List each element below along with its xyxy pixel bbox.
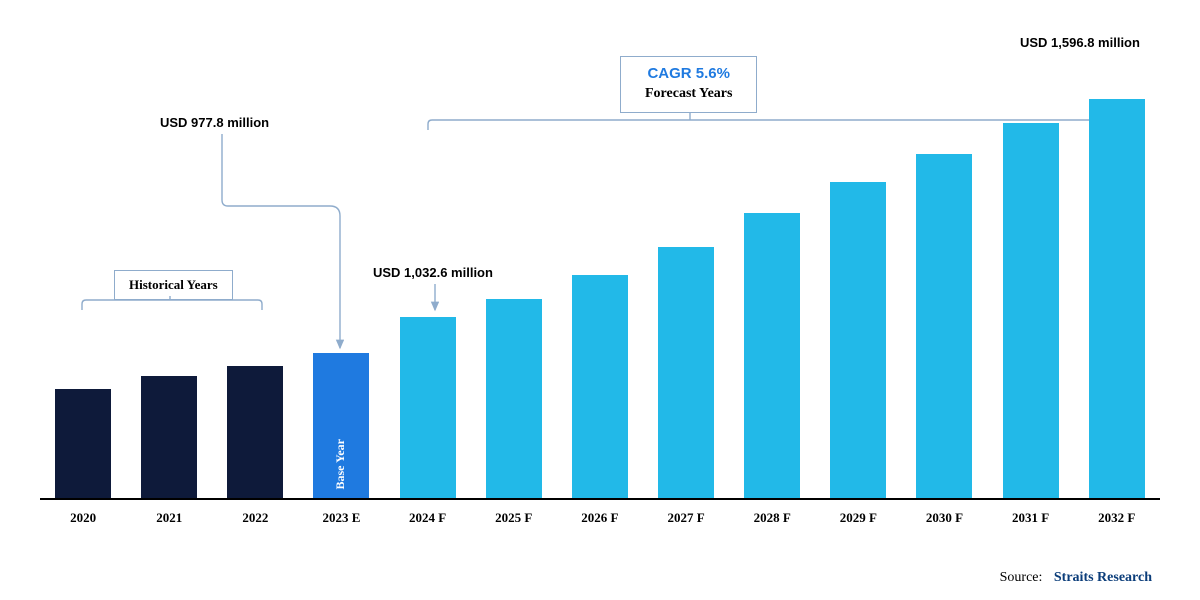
- bar-rect: [486, 299, 542, 498]
- bar-x-label: 2021: [129, 510, 209, 526]
- bar-rect: [400, 317, 456, 498]
- source-label: Source:: [1000, 570, 1043, 585]
- bar-2030-F: 2030 F: [916, 154, 972, 498]
- bar-2023-E: Base Year2023 E: [313, 353, 369, 498]
- bar-x-label: 2027 F: [646, 510, 726, 526]
- bar-rect: [744, 213, 800, 498]
- bar-2029-F: 2029 F: [830, 182, 886, 498]
- bar-2026-F: 2026 F: [572, 275, 628, 498]
- bar-2028-F: 2028 F: [744, 213, 800, 498]
- bar-rect: [916, 154, 972, 498]
- bar-rect: [227, 366, 283, 498]
- bar-x-label: 2023 E: [301, 510, 381, 526]
- bar-rect: [141, 376, 197, 498]
- bar-2020: 2020: [55, 389, 111, 498]
- bars-container: 2020 2021 2022 Base Year2023 E 2024 F 2025 F 2…: [40, 60, 1160, 500]
- bar-x-label: 2026 F: [560, 510, 640, 526]
- source-attribution: Source: Straits Research: [1000, 570, 1152, 586]
- callout-2032-text: USD 1,596.8 million: [1020, 35, 1140, 50]
- bar-2025-F: 2025 F: [486, 299, 542, 498]
- bar-rect: [658, 247, 714, 498]
- bar-x-label: 2020: [43, 510, 123, 526]
- bar-x-label: 2031 F: [991, 510, 1071, 526]
- source-name: Straits Research: [1054, 570, 1152, 585]
- bar-x-label: 2030 F: [904, 510, 984, 526]
- bar-2031-F: 2031 F: [1003, 123, 1059, 498]
- bar-x-label: 2024 F: [388, 510, 468, 526]
- base-year-label: Base Year: [333, 439, 348, 490]
- bar-x-label: 2028 F: [732, 510, 812, 526]
- bar-x-label: 2022: [215, 510, 295, 526]
- bar-rect: [1003, 123, 1059, 498]
- market-forecast-chart: USD 977.8 million USD 1,032.6 million US…: [40, 20, 1160, 540]
- callout-2032: USD 1,596.8 million: [1020, 35, 1140, 50]
- bar-rect: [1089, 99, 1145, 498]
- bar-x-label: 2025 F: [474, 510, 554, 526]
- bar-2022: 2022: [227, 366, 283, 498]
- bar-2021: 2021: [141, 376, 197, 498]
- bar-x-label: 2029 F: [818, 510, 898, 526]
- bar-rect: [55, 389, 111, 498]
- bar-x-label: 2032 F: [1077, 510, 1157, 526]
- bar-rect: [572, 275, 628, 498]
- bar-rect: [830, 182, 886, 498]
- bar-2027-F: 2027 F: [658, 247, 714, 498]
- bar-2032-F: 2032 F: [1089, 99, 1145, 498]
- bar-2024-F: 2024 F: [400, 317, 456, 498]
